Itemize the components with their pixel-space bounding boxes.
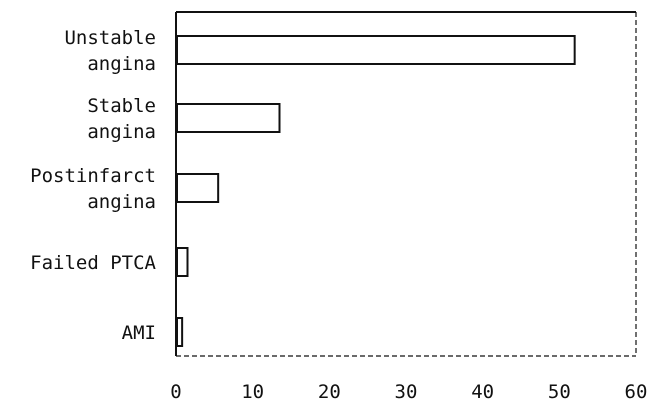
x-tick-label-30: 30 (395, 381, 418, 403)
bar-4 (176, 317, 184, 347)
bar-0 (176, 35, 576, 65)
x-tick-label-20: 20 (318, 381, 341, 403)
bar-1 (176, 103, 281, 133)
category-label-0-1: angina (87, 53, 156, 75)
category-label-0-0: Unstable (64, 27, 156, 49)
category-label-2-1: angina (87, 191, 156, 213)
bar-2 (176, 173, 220, 203)
category-label-3-0: Failed PTCA (30, 252, 156, 274)
x-tick-label-50: 50 (548, 381, 571, 403)
x-tick-label-40: 40 (471, 381, 494, 403)
category-label-1-1: angina (87, 121, 156, 143)
category-label-4-0: AMI (122, 322, 156, 344)
category-label-2-0: Postinfarct (30, 165, 156, 187)
x-tick-labels: 0 10 20 30 40 50 60 (170, 381, 647, 403)
category-labels: Unstable angina Stable angina Postinfarct ang… (30, 27, 156, 344)
x-tick-label-0: 0 (170, 381, 181, 403)
category-label-1-0: Stable (87, 95, 156, 117)
x-tick-label-10: 10 (241, 381, 264, 403)
bars-group (176, 35, 576, 347)
bar-3 (176, 247, 189, 277)
x-tick-label-60: 60 (625, 381, 648, 403)
